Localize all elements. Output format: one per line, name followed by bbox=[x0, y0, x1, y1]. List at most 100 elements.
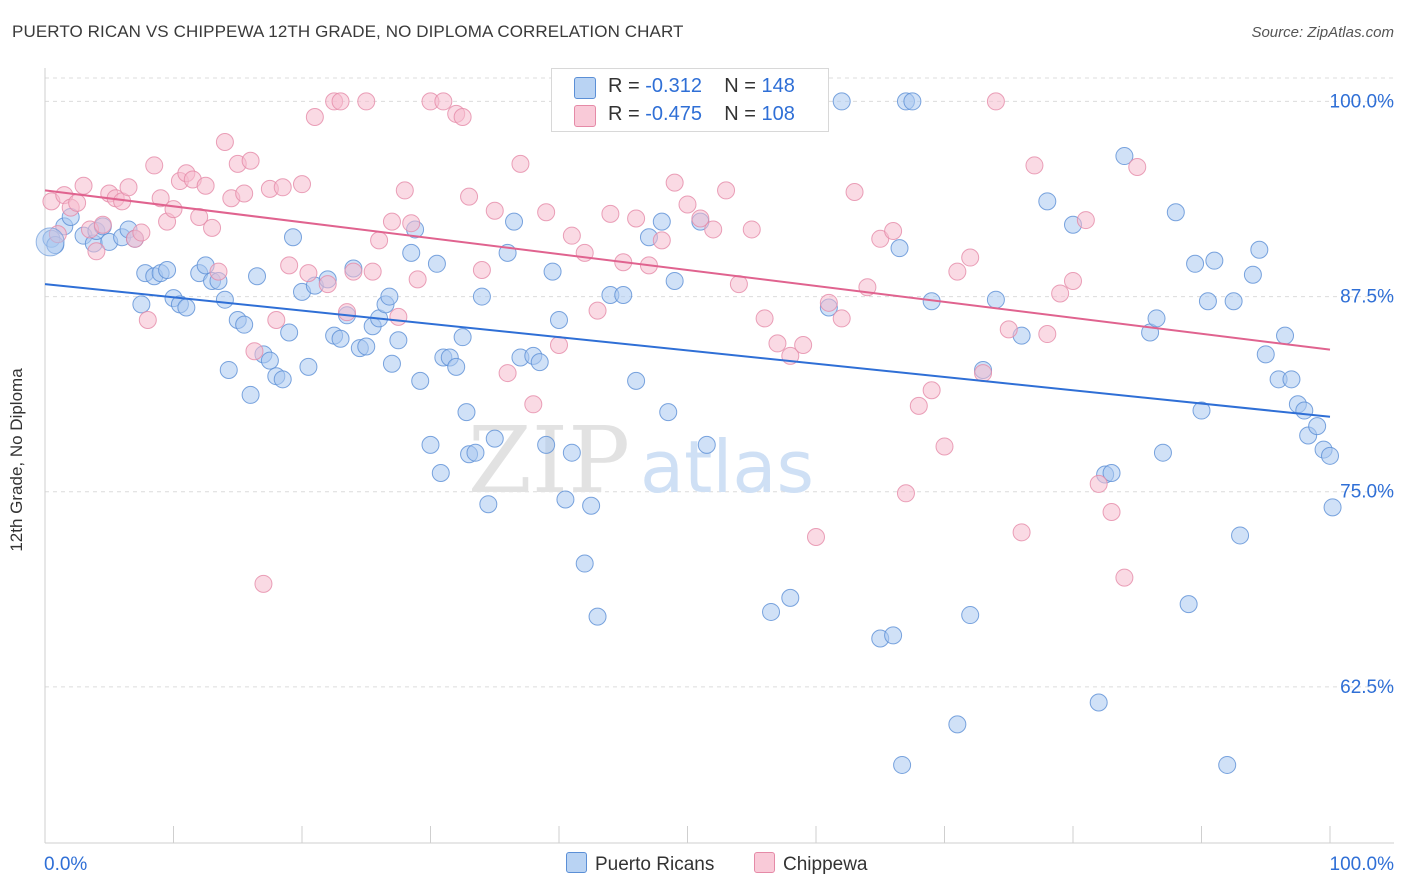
point-chippewa bbox=[363, 262, 382, 281]
point-puerto-ricans bbox=[219, 360, 238, 379]
point-puerto-ricans bbox=[948, 715, 967, 734]
point-puerto-ricans bbox=[1323, 498, 1342, 517]
point-chippewa bbox=[498, 364, 517, 383]
point-puerto-ricans bbox=[903, 92, 922, 111]
legend-n-value-chippewa: 108 bbox=[761, 103, 795, 125]
point-puerto-ricans bbox=[588, 607, 607, 626]
point-puerto-ricans bbox=[659, 403, 678, 422]
point-puerto-ricans bbox=[1102, 463, 1121, 482]
point-puerto-ricans bbox=[582, 496, 601, 515]
point-puerto-ricans bbox=[177, 298, 196, 317]
point-chippewa bbox=[768, 334, 787, 353]
point-chippewa bbox=[1025, 156, 1044, 175]
point-chippewa bbox=[293, 175, 311, 194]
legend-row-puerto-ricans: R = -0.312 N = 148 bbox=[552, 73, 828, 101]
point-chippewa bbox=[1102, 503, 1121, 522]
legend-r-label: R = bbox=[608, 103, 646, 125]
point-chippewa bbox=[203, 218, 222, 237]
point-puerto-ricans bbox=[1147, 309, 1166, 328]
point-chippewa bbox=[665, 173, 684, 192]
y-tick-label: 100.0% bbox=[1330, 91, 1395, 112]
point-chippewa bbox=[273, 178, 292, 197]
trend-line-chippewa bbox=[44, 189, 1331, 351]
grid-lines bbox=[45, 77, 1394, 688]
point-puerto-ricans bbox=[1250, 240, 1269, 259]
point-chippewa bbox=[299, 264, 318, 283]
point-chippewa bbox=[794, 335, 813, 354]
point-chippewa bbox=[382, 212, 401, 231]
y-tick-label: 75.0% bbox=[1340, 482, 1394, 503]
point-chippewa bbox=[318, 275, 337, 294]
point-puerto-ricans bbox=[550, 310, 568, 329]
point-chippewa bbox=[196, 176, 215, 195]
point-chippewa bbox=[209, 262, 228, 281]
point-chippewa bbox=[1012, 523, 1031, 542]
legend-row-chippewa: R = -0.475 N = 108 bbox=[552, 101, 828, 129]
point-puerto-ricans bbox=[1295, 401, 1314, 420]
point-chippewa bbox=[755, 309, 774, 328]
point-puerto-ricans bbox=[1256, 345, 1275, 364]
trend-line-puerto-ricans bbox=[44, 283, 1331, 418]
watermark-zip: ZIP bbox=[468, 407, 630, 514]
point-puerto-ricans bbox=[421, 435, 440, 454]
point-chippewa bbox=[87, 242, 106, 261]
legend-n-label: N = bbox=[724, 103, 762, 125]
point-chippewa bbox=[215, 133, 234, 152]
point-chippewa bbox=[537, 203, 556, 222]
point-puerto-ricans bbox=[331, 329, 350, 348]
point-chippewa bbox=[922, 381, 941, 400]
watermark: ZIP atlas bbox=[468, 407, 814, 514]
point-puerto-ricans bbox=[273, 370, 292, 389]
point-chippewa bbox=[974, 364, 993, 383]
correlation-legend: R = -0.312 N = 148 R = -0.475 N = 108 bbox=[551, 68, 829, 132]
point-chippewa bbox=[337, 303, 356, 322]
point-puerto-ricans bbox=[132, 295, 151, 314]
point-chippewa bbox=[164, 200, 183, 219]
point-chippewa bbox=[1038, 325, 1057, 344]
point-puerto-ricans bbox=[1243, 265, 1262, 284]
point-puerto-ricans bbox=[614, 286, 633, 305]
legend-swatch-puerto-ricans bbox=[574, 77, 596, 99]
bottom-legend-chippewa: Chippewa bbox=[754, 852, 868, 876]
y-tick-label: 62.5% bbox=[1340, 677, 1394, 698]
point-puerto-ricans bbox=[241, 385, 260, 404]
point-puerto-ricans bbox=[884, 626, 903, 645]
point-puerto-ricans bbox=[1192, 401, 1211, 420]
point-puerto-ricans bbox=[248, 267, 267, 286]
point-puerto-ricans bbox=[1186, 254, 1205, 273]
point-puerto-ricans bbox=[357, 337, 376, 356]
point-puerto-ricans bbox=[485, 429, 504, 448]
point-puerto-ricans bbox=[284, 228, 303, 247]
point-puerto-ricans bbox=[382, 354, 401, 373]
point-chippewa bbox=[961, 248, 980, 267]
point-chippewa bbox=[884, 222, 903, 240]
point-chippewa bbox=[1076, 211, 1095, 230]
point-chippewa bbox=[280, 256, 299, 275]
point-puerto-ricans bbox=[537, 435, 556, 454]
data-points bbox=[35, 92, 1342, 774]
point-chippewa bbox=[485, 201, 504, 220]
point-puerto-ricans bbox=[260, 351, 279, 370]
point-puerto-ricans bbox=[453, 328, 472, 347]
point-puerto-ricans bbox=[652, 212, 671, 231]
y-tick-labels: 100.0% 87.5% 75.0% 62.5% bbox=[1330, 91, 1395, 697]
legend-r-value-puerto-ricans: -0.312 bbox=[645, 75, 702, 97]
point-chippewa bbox=[74, 176, 93, 195]
point-puerto-ricans bbox=[1089, 693, 1108, 712]
point-puerto-ricans bbox=[832, 92, 851, 111]
point-puerto-ricans bbox=[543, 262, 562, 281]
point-chippewa bbox=[935, 437, 954, 456]
point-chippewa bbox=[68, 193, 87, 212]
point-chippewa bbox=[331, 92, 350, 111]
point-puerto-ricans bbox=[575, 554, 594, 573]
point-puerto-ricans bbox=[562, 443, 581, 462]
point-chippewa bbox=[550, 335, 568, 354]
point-puerto-ricans bbox=[1282, 370, 1301, 389]
point-chippewa bbox=[1128, 157, 1147, 176]
point-puerto-ricans bbox=[402, 243, 421, 262]
point-chippewa bbox=[190, 207, 209, 226]
point-puerto-ricans bbox=[1166, 203, 1185, 222]
point-chippewa bbox=[395, 181, 414, 200]
chart-title: PUERTO RICAN VS CHIPPEWA 12TH GRADE, NO … bbox=[12, 22, 684, 41]
